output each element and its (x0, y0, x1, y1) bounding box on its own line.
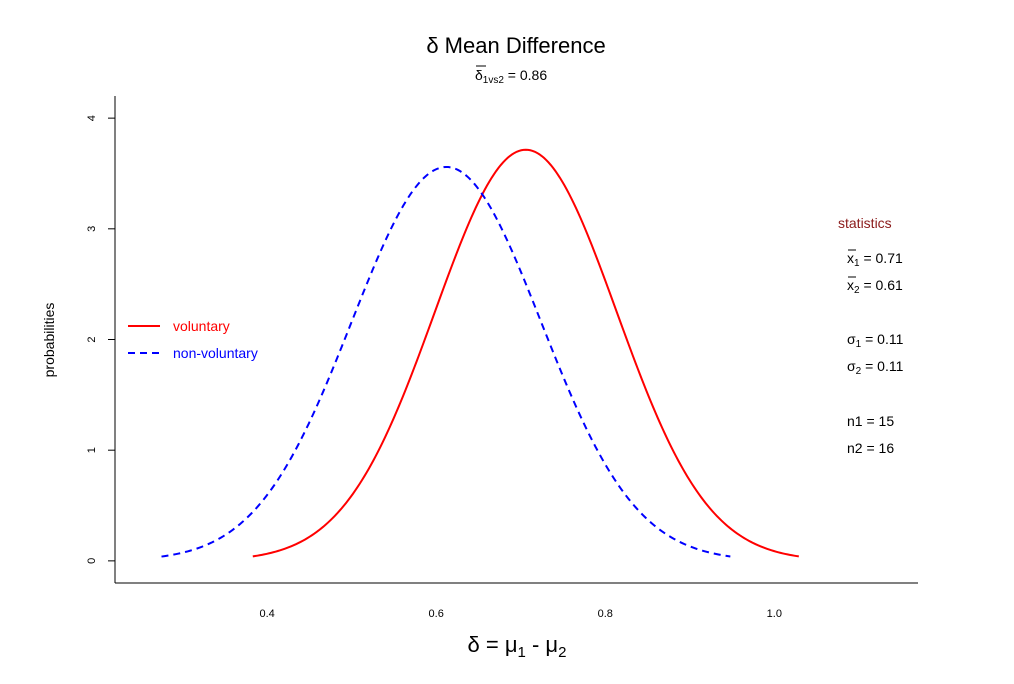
legend-label-non-voluntary: non-voluntary (173, 345, 258, 361)
y-tick-label: 1 (86, 447, 98, 453)
x-axis-title-sub2: 2 (558, 644, 566, 661)
subtitle-subscript: 1vs2 (483, 75, 505, 86)
x-tick-label: 1.0 (767, 608, 782, 620)
svg-text:δ1vs2 = 0.86: δ1vs2 = 0.86 (475, 67, 547, 86)
x-axis-title-sub1: 1 (518, 644, 526, 661)
y-tick-label: 3 (86, 226, 98, 232)
y-tick-label: 2 (86, 336, 98, 342)
stat-n-1: n1 = 15 (847, 413, 894, 429)
x-axis-title: δ = μ1 - μ2 (468, 632, 567, 661)
x-tick-label: 0.4 (259, 608, 274, 620)
y-tick-label: 0 (86, 558, 98, 564)
subtitle-symbol: δ (475, 67, 483, 83)
statistics-title: statistics (838, 215, 892, 231)
stat-sd-1: σ1 = 0.11 (847, 331, 904, 350)
y-axis-ticks: 0 1 2 3 4 (86, 115, 115, 564)
x-axis-ticks: 0.4 0.6 0.8 1.0 (259, 608, 781, 620)
x-tick-label: 0.6 (429, 608, 444, 620)
subtitle-value: = 0.86 (504, 67, 547, 83)
y-axis-title: probabilities (41, 303, 57, 378)
statistics-panel: statistics x1 = 0.71 x2 = 0.61 σ1 = 0.11… (838, 215, 904, 456)
y-tick-label: 4 (86, 115, 98, 121)
x-axis-title-base: δ = μ (468, 632, 518, 657)
chart-subtitle: δ1vs2 = 0.86 (475, 65, 547, 86)
stat-sd-2: σ2 = 0.11 (847, 358, 904, 377)
series-line-voluntary (252, 148, 799, 558)
legend-label-voluntary: voluntary (173, 318, 230, 334)
x-axis-title-mid: - μ (526, 632, 558, 657)
chart-title: δ Mean Difference (426, 33, 605, 58)
stat-mean-1: x1 = 0.71 (847, 250, 903, 269)
stat-mean-2: x2 = 0.61 (847, 277, 903, 296)
series-line-non-voluntary (161, 165, 731, 558)
legend: voluntary non-voluntary (128, 318, 258, 361)
stat-n-2: n2 = 16 (847, 440, 894, 456)
series-lines (161, 148, 799, 558)
x-tick-label: 0.8 (598, 608, 613, 620)
